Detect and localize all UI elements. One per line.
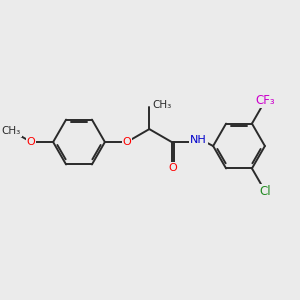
- Text: Cl: Cl: [260, 185, 272, 198]
- Text: CH₃: CH₃: [152, 100, 172, 110]
- Text: O: O: [27, 137, 35, 147]
- Text: NH: NH: [190, 135, 207, 145]
- Text: O: O: [122, 137, 131, 147]
- Text: O: O: [168, 163, 177, 173]
- Text: CH₃: CH₃: [2, 126, 21, 136]
- Text: CF₃: CF₃: [256, 94, 275, 107]
